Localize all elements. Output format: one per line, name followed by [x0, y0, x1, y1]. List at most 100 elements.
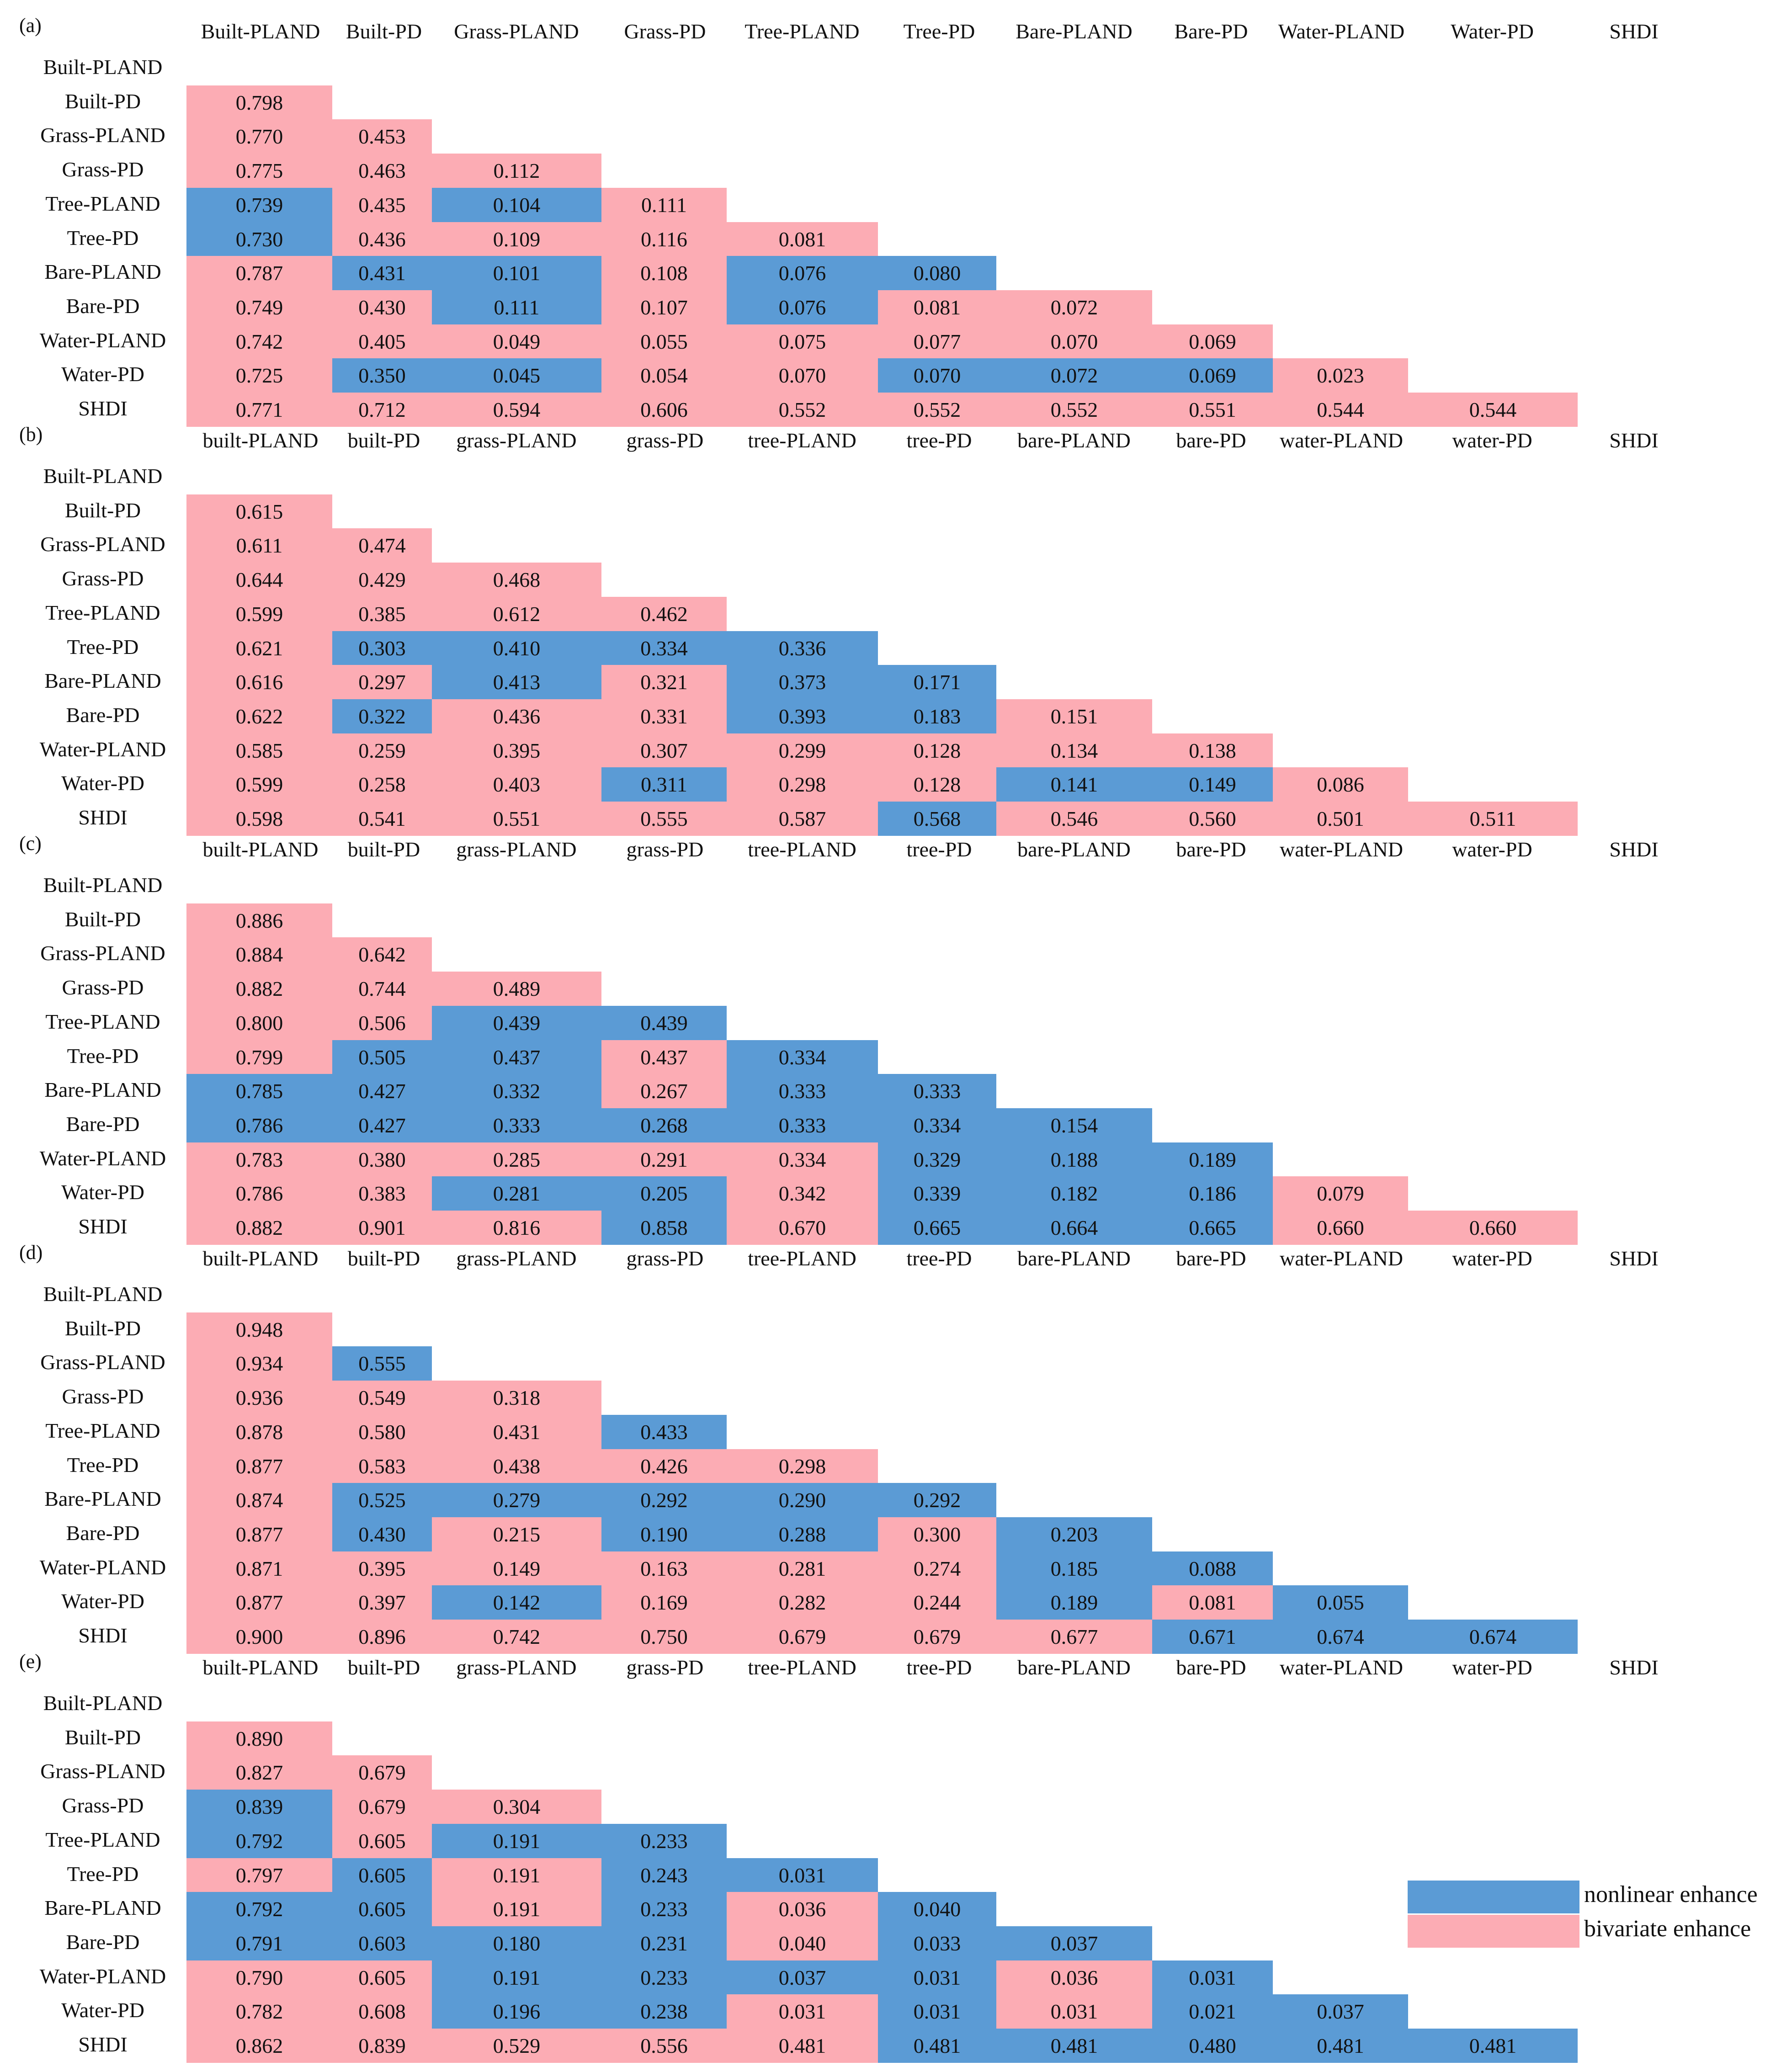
interaction-cell: 0.816 — [432, 1211, 601, 1245]
row-header: SHDI — [78, 1624, 128, 1647]
interaction-cell: 0.076 — [727, 290, 878, 324]
interaction-cell: 0.839 — [332, 2029, 432, 2063]
interaction-cell: 0.037 — [996, 1926, 1152, 1960]
interaction-cell: 0.877 — [186, 1517, 332, 1551]
interaction-cell: 0.679 — [332, 1790, 432, 1824]
column-header: Bare-PD — [1174, 20, 1248, 43]
interaction-cell: 0.882 — [186, 1211, 332, 1245]
column-header: grass-PD — [626, 838, 704, 861]
interaction-cell: 0.080 — [878, 256, 996, 291]
interaction-cell: 0.437 — [601, 1040, 727, 1074]
interaction-cell: 0.108 — [601, 256, 727, 291]
interaction-cell: 0.142 — [432, 1585, 601, 1620]
interaction-cell: 0.877 — [186, 1449, 332, 1483]
interaction-cell: 0.744 — [332, 972, 432, 1006]
row-header: Built-PD — [64, 498, 141, 522]
row-header: Water-PD — [61, 1998, 144, 2022]
row-header: Tree-PLAND — [45, 1419, 160, 1442]
column-header: bare-PLAND — [1017, 429, 1131, 452]
interaction-cell: 0.333 — [727, 1108, 878, 1142]
column-header: built-PD — [347, 429, 420, 452]
interaction-cell: 0.244 — [878, 1585, 996, 1620]
row-header: Tree-PLAND — [45, 600, 160, 624]
interaction-cell: 0.549 — [332, 1381, 432, 1415]
column-header: SHDI — [1609, 429, 1659, 452]
interaction-cell: 0.427 — [332, 1108, 432, 1142]
panel-label: (b) — [19, 423, 43, 446]
column-header: Grass-PLAND — [454, 20, 579, 43]
interaction-cell: 0.111 — [432, 290, 601, 324]
interaction-cell: 0.800 — [186, 1005, 332, 1040]
row-header: SHDI — [78, 397, 128, 420]
column-header: bare-PLAND — [1017, 1247, 1131, 1270]
interaction-cell: 0.433 — [601, 1414, 727, 1449]
column-header: bare-PD — [1176, 1247, 1246, 1270]
column-header: SHDI — [1609, 1247, 1659, 1270]
interaction-cell: 0.290 — [727, 1483, 878, 1518]
interaction-cell: 0.770 — [186, 119, 332, 154]
column-header: bare-PD — [1176, 838, 1246, 861]
interaction-cell: 0.410 — [432, 631, 601, 665]
interaction-cell: 0.128 — [878, 733, 996, 768]
interaction-cell: 0.934 — [186, 1346, 332, 1381]
interaction-cell: 0.525 — [332, 1483, 432, 1518]
interaction-cell: 0.616 — [186, 665, 332, 700]
interaction-cell: 0.670 — [727, 1211, 878, 1245]
row-header: Water-PD — [61, 771, 144, 795]
row-header: Water-PD — [61, 1180, 144, 1204]
interaction-cell: 0.267 — [601, 1074, 727, 1109]
row-header: Grass-PLAND — [40, 941, 165, 965]
interaction-cell: 0.190 — [601, 1517, 727, 1551]
row-header: Bare-PLAND — [44, 1896, 161, 1920]
column-header: tree-PD — [906, 429, 972, 452]
interaction-cell: 0.383 — [332, 1176, 432, 1211]
interaction-cell: 0.612 — [432, 596, 601, 631]
column-header: grass-PD — [626, 429, 704, 452]
column-header: grass-PD — [626, 1247, 704, 1270]
interaction-cell: 0.568 — [878, 802, 996, 836]
interaction-cell: 0.481 — [878, 2029, 996, 2063]
interaction-cell: 0.782 — [186, 1994, 332, 2029]
row-header: Built-PD — [64, 89, 141, 113]
row-header: Water-PLAND — [39, 1555, 166, 1579]
interaction-cell: 0.430 — [332, 1517, 432, 1551]
interaction-cell: 0.546 — [996, 802, 1152, 836]
column-header: SHDI — [1609, 1656, 1659, 1679]
row-header: Tree-PD — [67, 1862, 139, 1886]
row-header: Water-PLAND — [39, 737, 166, 761]
interaction-cell: 0.551 — [1152, 393, 1273, 427]
interaction-cell: 0.430 — [332, 290, 432, 324]
interaction-cell: 0.070 — [727, 358, 878, 393]
row-header: SHDI — [78, 1215, 128, 1238]
column-header: water-PD — [1452, 838, 1532, 861]
interaction-cell: 0.291 — [601, 1142, 727, 1177]
interaction-cell: 0.070 — [996, 324, 1152, 359]
interaction-cell: 0.069 — [1152, 324, 1273, 359]
interaction-cell: 0.882 — [186, 972, 332, 1006]
interaction-cell: 0.679 — [332, 1755, 432, 1790]
interaction-cell: 0.292 — [878, 1483, 996, 1518]
interaction-cell: 0.031 — [996, 1994, 1152, 2029]
interaction-cell: 0.436 — [332, 222, 432, 256]
interaction-cell: 0.786 — [186, 1108, 332, 1142]
interaction-cell: 0.783 — [186, 1142, 332, 1177]
interaction-cell: 0.233 — [601, 1823, 727, 1858]
interaction-cell: 0.785 — [186, 1074, 332, 1109]
interaction-cell: 0.101 — [432, 256, 601, 291]
interaction-cell: 0.134 — [996, 733, 1152, 768]
interaction-cell: 0.318 — [432, 1381, 601, 1415]
interaction-cell: 0.333 — [432, 1108, 601, 1142]
interaction-cell: 0.599 — [186, 767, 332, 802]
interaction-cell: 0.426 — [601, 1449, 727, 1483]
interaction-cell: 0.742 — [432, 1620, 601, 1654]
interaction-cell: 0.185 — [996, 1551, 1152, 1586]
panel-a: (a) Built-PLAND Built-PD Grass-PLAND Grass-P… — [0, 0, 1792, 427]
interaction-cell: 0.307 — [601, 733, 727, 768]
column-header: tree-PLAND — [748, 429, 856, 452]
interaction-cell: 0.268 — [601, 1108, 727, 1142]
interaction-cell: 0.191 — [432, 1823, 601, 1858]
interaction-cell: 0.605 — [332, 1823, 432, 1858]
interaction-cell: 0.674 — [1408, 1620, 1578, 1654]
interaction-cell: 0.086 — [1273, 767, 1408, 802]
interaction-cell: 0.431 — [332, 256, 432, 291]
